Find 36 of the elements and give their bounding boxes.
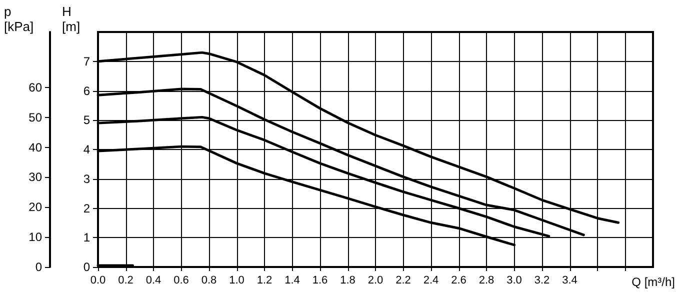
x-tick-label: 2.0 — [368, 274, 384, 286]
x-tick-label: 1.8 — [340, 274, 356, 286]
x-tick-label: 1.4 — [284, 274, 300, 286]
y-tick-label: 0 — [83, 260, 90, 274]
y-tick-label: 5 — [83, 113, 90, 128]
y-tick-label: 4 — [83, 142, 90, 156]
x-tick-label: 0.8 — [201, 274, 217, 286]
y-tick-label: 3 — [83, 172, 90, 186]
x-tick-label: 0.6 — [174, 274, 189, 286]
x-tick-label: 1.0 — [229, 274, 244, 286]
x-tick-label: 2.4 — [423, 274, 439, 286]
y-axis-title: H [m] — [62, 4, 80, 34]
y2-tick-label: 40 — [28, 140, 42, 154]
x-tick-label: 0.2 — [118, 274, 134, 286]
x-tick-label: 2.2 — [396, 274, 411, 286]
y-tick-label: 6 — [83, 84, 90, 98]
x-tick-label: 1.2 — [256, 274, 272, 286]
y2-tick-label: 50 — [28, 110, 42, 124]
y2-axis-title: p [kPa] — [4, 4, 34, 34]
y2-tick-label: 60 — [28, 80, 42, 94]
x-tick-label: 3.2 — [534, 274, 550, 286]
y2-tick-label: 0 — [35, 260, 42, 274]
x-tick-label: 2.8 — [478, 274, 494, 286]
x-tick-label: 0.0 — [90, 274, 106, 286]
y-tick-label: 1 — [83, 230, 90, 245]
y2-tick-label: 30 — [28, 170, 42, 184]
x-tick-label: 3.4 — [562, 274, 578, 286]
y-tick-label: 2 — [83, 201, 90, 216]
y-tick-label: 7 — [83, 54, 90, 68]
x-tick-label: 1.6 — [312, 274, 328, 286]
y2-tick-label: 10 — [28, 230, 42, 244]
x-tick-label: 3.0 — [506, 274, 522, 286]
x-tick-label: 2.6 — [451, 274, 466, 286]
y2-tick-label: 20 — [28, 200, 42, 214]
x-axis-title: Q [m³/h] — [632, 275, 676, 289]
x-tick-label: 0.4 — [146, 274, 162, 286]
